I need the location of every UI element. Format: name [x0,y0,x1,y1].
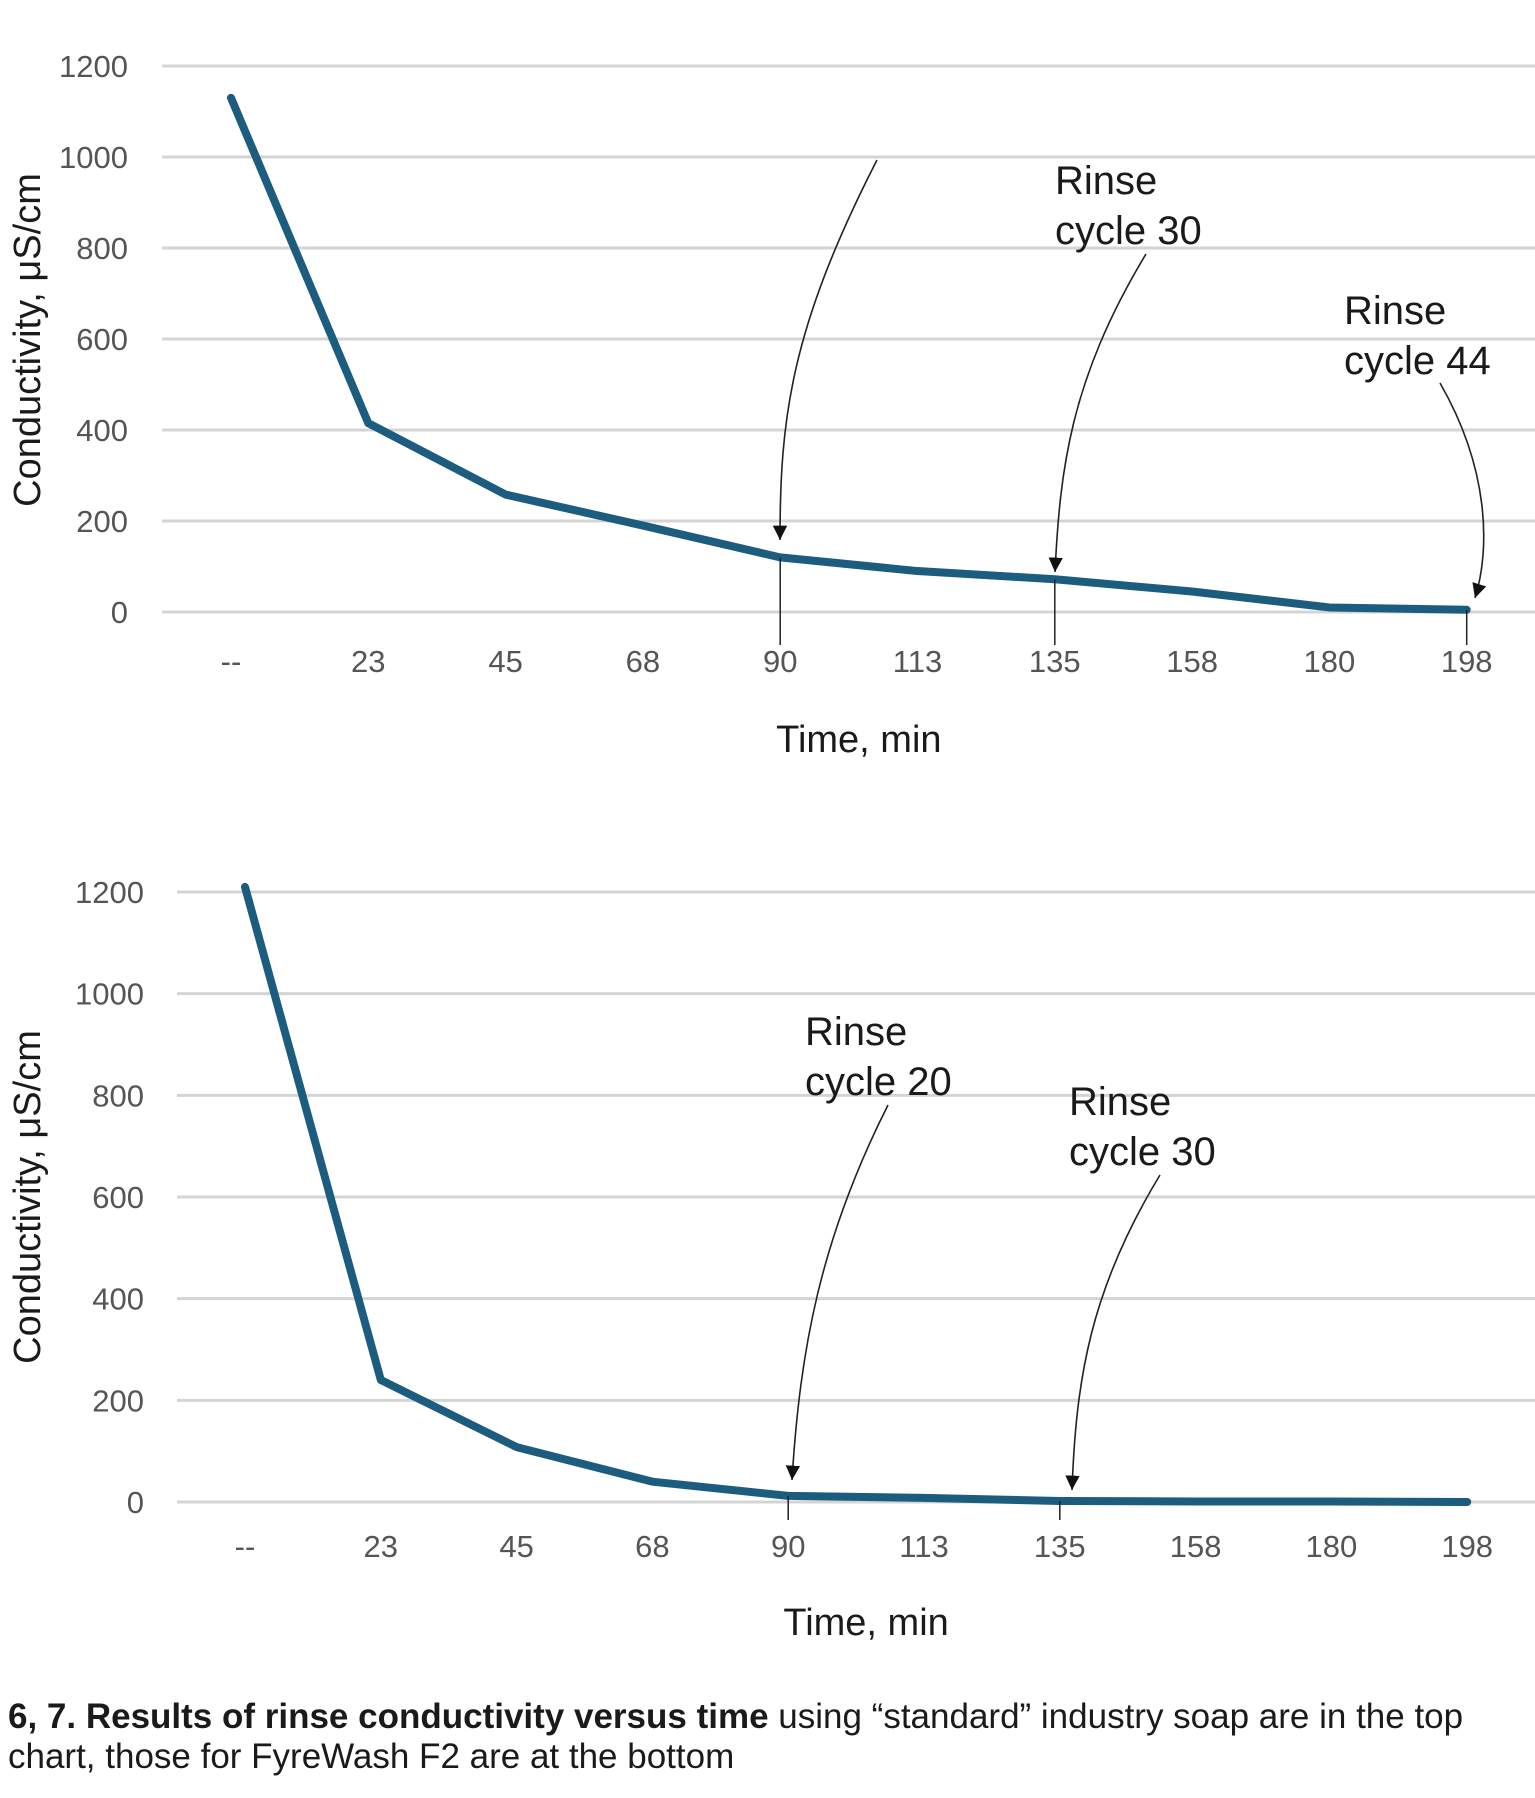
chart-bottom: 0 200 400 600 800 1000 1200 -- 23 45 68 90 113 135 158… [7,875,1535,1644]
x-tick-label: 135 [1029,644,1081,679]
annotation-label: cycle 30 [1069,1130,1216,1174]
y-tick-label: 200 [76,504,128,539]
x-tick-label: 45 [499,1529,533,1564]
y-tick-label: 400 [92,1282,144,1317]
data-point [651,1480,654,1483]
x-tick-label: 198 [1441,644,1493,679]
annotation-arrow [1048,253,1147,573]
x-tick-label: 158 [1170,1529,1222,1564]
annotation-label: Rinse [1069,1080,1171,1124]
y-tick-label: 1000 [75,977,144,1012]
y-axis-label: Conductivity, μS/cm [7,1030,49,1364]
data-point [1194,1500,1197,1503]
data-point [515,1446,518,1449]
y-tick-label: 800 [92,1078,144,1113]
data-point [504,493,507,496]
chart-top: 0 200 400 600 800 1000 1200 -- 23 45 68 90 113 135 158… [7,49,1535,761]
data-point [367,422,370,425]
caption-bold: 6, 7. Results of rinse conductivity vers… [8,1697,769,1736]
annotation-label: Rinse [805,1010,907,1054]
x-tick-label: 68 [626,644,660,679]
y-tick-label: 600 [92,1180,144,1215]
data-point [916,570,919,573]
annotation-arrow [785,1104,889,1481]
data-point [1466,1501,1469,1503]
y-axis-label: Conductivity, μS/cm [7,173,49,507]
x-tick-label: -- [235,1529,256,1564]
x-tick-label: 158 [1166,644,1218,679]
data-point [641,524,644,527]
y-tick-label: 800 [76,231,128,266]
y-tick-label: 600 [76,322,128,357]
x-axis-label: Time, min [776,719,941,761]
x-tick-label: 90 [763,644,797,679]
data-point [1330,1500,1333,1503]
annotation-label: cycle 20 [805,1060,952,1104]
x-tick-label: -- [221,644,242,679]
data-point [379,1379,382,1381]
data-point [244,885,246,888]
y-tick-label: 400 [76,413,128,448]
data-point [1191,590,1194,593]
x-tick-label: 113 [893,644,942,679]
series-line [241,882,1472,1506]
series-line [227,93,1471,614]
y-tick-label: 0 [127,1485,144,1520]
y-tick-label: 1200 [75,875,144,910]
x-tick-label: 45 [488,644,522,679]
x-tick-label: 90 [771,1529,805,1564]
x-tick-label: 180 [1304,644,1356,679]
annotation-arrow [772,159,878,541]
y-tick-label: 1000 [59,140,128,175]
x-tick-label: 23 [351,644,385,679]
annotation-label: Rinse [1055,159,1157,203]
annotation-label: cycle 30 [1055,209,1202,253]
y-tick-label: 1200 [59,49,128,84]
x-tick-label: 198 [1441,1529,1493,1564]
annotation-label: cycle 44 [1344,339,1491,383]
x-tick-label: 113 [899,1529,948,1564]
x-tick-label: 180 [1306,1529,1358,1564]
y-tick-label: 0 [111,595,128,630]
x-tick-label: 23 [364,1529,398,1564]
data-point [230,96,232,99]
data-point [1328,606,1331,609]
caption-rest: using “standard” industry soap are in th… [8,1697,1464,1776]
x-axis-label: Time, min [783,1602,948,1644]
y-tick-label: 200 [92,1383,144,1418]
annotation-arrow [1439,382,1487,599]
data-point [923,1496,925,1499]
annotation-label: Rinse [1344,289,1446,333]
x-tick-label: 135 [1034,1529,1086,1564]
figure-caption: 6, 7. Results of rinse conductivity vers… [8,1697,1508,1777]
x-tick-label: 68 [635,1529,669,1564]
annotation-arrow [1065,1174,1161,1491]
